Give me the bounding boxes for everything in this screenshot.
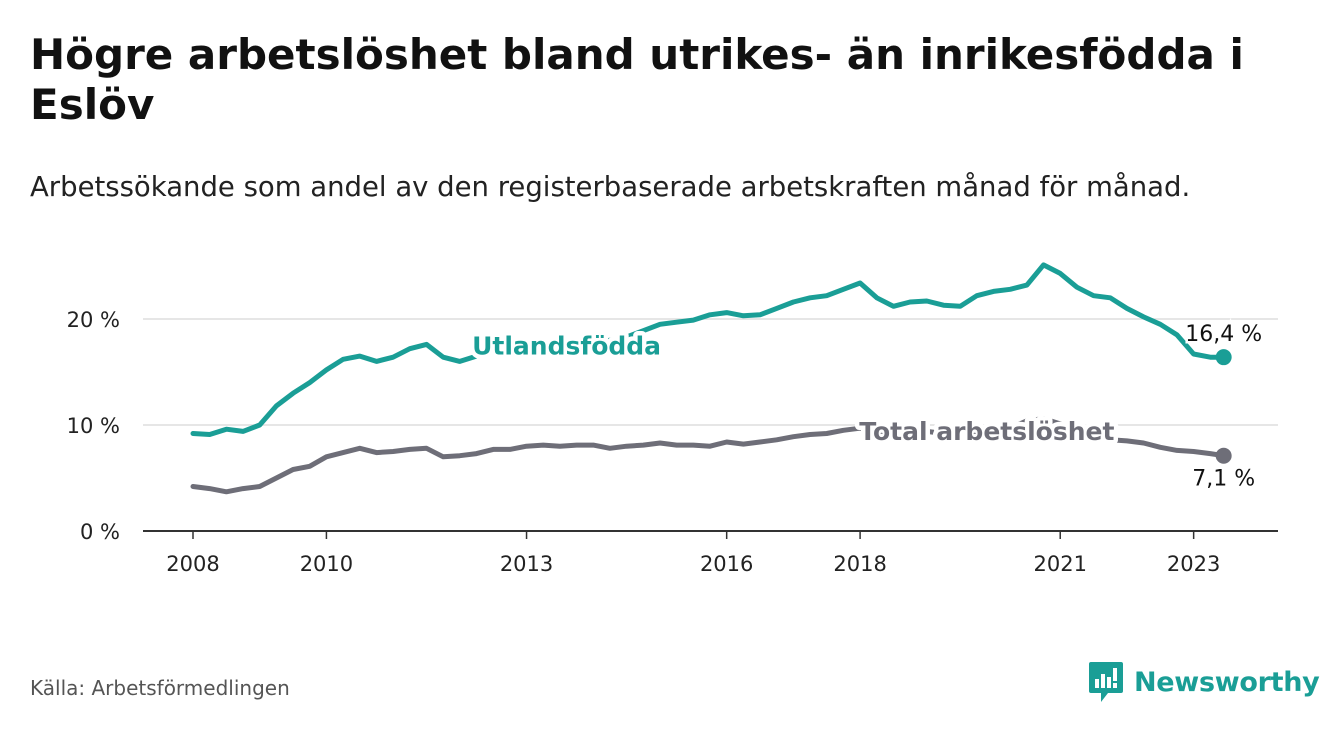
x-tick-label: 2023 <box>1167 552 1220 576</box>
x-tick-label: 2013 <box>500 552 553 576</box>
series-line-1 <box>190 416 1227 495</box>
x-tick-label: 2021 <box>1033 552 1086 576</box>
x-tick-label: 2016 <box>700 552 753 576</box>
gridlines <box>143 318 1278 426</box>
series-lines <box>190 262 1232 495</box>
series-end-dot-0 <box>1215 349 1232 366</box>
newsworthy-logo: Newsworthy <box>1088 660 1320 704</box>
annotation-0: Utlandsfödda <box>472 331 661 360</box>
series-end-label-0: 16,4 % <box>1185 322 1262 347</box>
end-value-labels: 16,4 % 7,1 % <box>1183 320 1265 495</box>
source-note: Källa: Arbetsförmedlingen <box>30 676 290 700</box>
y-tick-label: 10 % <box>67 414 120 438</box>
y-tick-label: 20 % <box>67 308 120 332</box>
annotation-1: Total arbetslöshet <box>859 417 1114 446</box>
x-tick-label: 2018 <box>833 552 886 576</box>
x-axis-ticks: 2008 2010 2013 2016 2018 2021 2023 <box>166 531 1220 576</box>
x-tick-label: 2010 <box>300 552 353 576</box>
series-annotations: Utlandsfödda Total arbetslöshet <box>468 327 1119 451</box>
newsworthy-bar-chart-icon <box>1089 662 1123 702</box>
x-tick-label: 2008 <box>166 552 219 576</box>
line-chart: 0 % 10 % 20 % 2008 2010 2013 2016 2018 2021 2023… <box>67 262 1278 576</box>
series-line-0 <box>190 262 1227 437</box>
y-axis-tick-labels: 0 % 10 % 20 % <box>67 308 120 544</box>
chart-subtitle: Arbetssökande som andel av den registerb… <box>30 171 1191 203</box>
chart-title: Högre arbetslöshet bland utrikes- än inr… <box>30 30 1244 129</box>
series-end-label-1: 7,1 % <box>1192 467 1255 492</box>
brand-name: Newsworthy <box>1134 666 1320 698</box>
y-tick-label: 0 % <box>80 520 120 544</box>
series-end-dot-1 <box>1215 447 1232 464</box>
